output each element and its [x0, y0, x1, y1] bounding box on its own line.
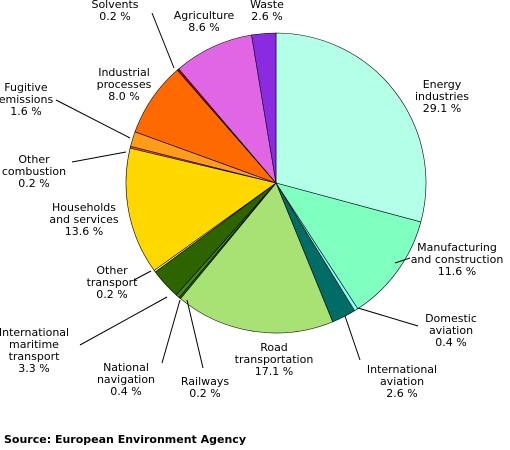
slice-label-road-transportation: Road transportation 17.1 % [235, 341, 314, 378]
slice-label-other-transport: Other transport 0.2 % [87, 264, 139, 301]
leader-lines [55, 12, 419, 369]
slice-label-railways: Railways 0.2 % [181, 375, 230, 400]
slice-label-industrial-processes: Industrial processes 8.0 % [97, 66, 152, 103]
leader-line-fugitive-emissions [55, 99, 131, 139]
pie-slice-energy-industries [275, 32, 427, 223]
source-note: Source: European Environment Agency [4, 433, 246, 446]
slice-labels: Energy industries 29.1 % Manufacturing and c… [0, 0, 503, 400]
slice-label-other-combustion: Other combustion 0.2 % [2, 153, 66, 190]
leader-line-domestic-aviation [357, 307, 419, 327]
leader-line-international-aviation [344, 315, 361, 361]
pie-slice-households-and-services [125, 147, 277, 271]
slice-label-energy-industries: Energy industries 29.1 % [415, 78, 469, 115]
slice-label-domestic-aviation: Domestic aviation 0.4 % [425, 312, 477, 349]
slice-label-solvents: Solvents 0.2 % [91, 0, 138, 23]
pie-slice-manufacturing-and-construction [275, 182, 422, 310]
slice-label-fugitive-emissions: Fugitive emissions 1.6 % [0, 81, 54, 118]
leader-line-other-transport [133, 270, 152, 281]
leader-line-manufacturing-and-construction [394, 257, 411, 264]
slice-label-manufacturing-and-construction: Manufacturing and construction 11.6 % [411, 241, 504, 278]
pie-slice-road-transportation [180, 182, 334, 334]
slice-label-national-navigation: National navigation 0.4 % [97, 361, 155, 398]
leader-line-international-maritime-transport [79, 296, 168, 346]
leader-line-national-navigation [161, 299, 181, 364]
slice-label-waste: Waste 2.6 % [250, 0, 284, 23]
slice-label-households-and-services: Households and services 13.6 % [49, 201, 119, 238]
pie-slice-waste [251, 32, 277, 184]
leader-line-other-combustion [71, 151, 127, 163]
slice-label-international-maritime-transport: International maritime transport 3.3 % [0, 326, 69, 375]
leader-line-railways [186, 299, 204, 369]
leader-line-solvents [151, 12, 175, 69]
slice-label-agriculture: Agriculture 8.6 % [174, 9, 235, 34]
pie-slices [125, 32, 427, 334]
slice-label-international-aviation: International aviation 2.6 % [367, 363, 437, 400]
